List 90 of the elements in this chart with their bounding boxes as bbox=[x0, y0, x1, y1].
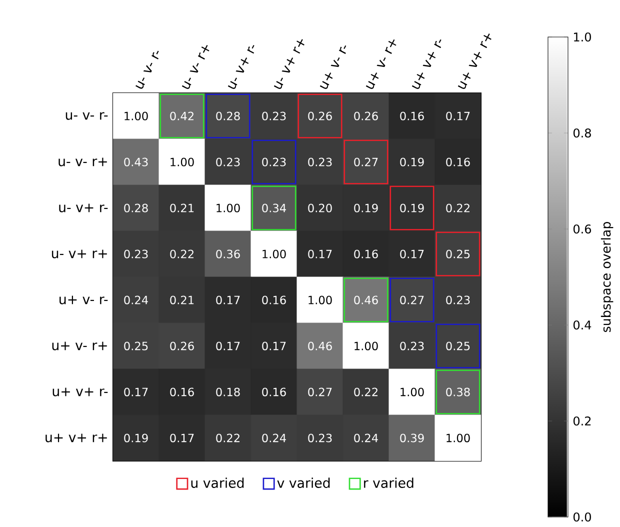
data-label: 0.38 bbox=[446, 388, 470, 396]
data-label: 0.23 bbox=[446, 296, 470, 304]
data-label: 0.20 bbox=[308, 204, 332, 212]
data-label: 0.24 bbox=[124, 296, 148, 304]
data-label: 0.16 bbox=[446, 158, 470, 166]
data-label: 0.17 bbox=[446, 112, 470, 120]
data-label: 0.25 bbox=[124, 342, 148, 350]
data-label: 0.25 bbox=[446, 250, 470, 258]
data-label: 0.18 bbox=[216, 388, 240, 396]
data-label: 0.16 bbox=[400, 112, 424, 120]
x-tick-label: u+ v+ r- bbox=[412, 39, 442, 89]
data-label: 0.23 bbox=[262, 158, 286, 166]
data-label: 0.17 bbox=[216, 296, 240, 304]
y-tick-label: u+ v- r- bbox=[60, 296, 108, 304]
data-label: 1.00 bbox=[262, 250, 286, 258]
data-label: 0.23 bbox=[308, 434, 332, 442]
data-label: 0.22 bbox=[216, 434, 240, 442]
data-label: 1.00 bbox=[308, 296, 332, 304]
color-bar-label: 0.6 bbox=[573, 224, 592, 234]
data-label: 0.24 bbox=[354, 434, 378, 442]
data-label: 0.26 bbox=[308, 112, 332, 120]
data-label: 0.19 bbox=[400, 204, 424, 212]
x-tick-label: u+ v- r+ bbox=[366, 39, 396, 89]
data-label: 0.19 bbox=[354, 204, 378, 212]
data-label: 0.27 bbox=[354, 158, 378, 166]
x-tick-label: u- v- r+ bbox=[182, 45, 210, 89]
data-label: 1.00 bbox=[124, 112, 148, 120]
data-label: 0.42 bbox=[170, 112, 194, 120]
y-tick-label: u- v+ r+ bbox=[52, 250, 107, 258]
data-label: 1.00 bbox=[446, 434, 470, 442]
x-tick-label: u+ v- r- bbox=[320, 45, 346, 89]
data-label: 0.27 bbox=[308, 388, 332, 396]
data-label: 0.39 bbox=[400, 434, 424, 442]
x-tick-label: u+ v+ r+ bbox=[458, 33, 492, 89]
data-label: 1.00 bbox=[400, 388, 424, 396]
color-bar-label: 1.0 bbox=[574, 32, 591, 42]
data-label: 0.23 bbox=[216, 158, 240, 166]
data-label: 0.23 bbox=[124, 250, 148, 258]
data-label: 0.17 bbox=[216, 342, 240, 350]
data-label: 0.22 bbox=[354, 388, 378, 396]
legend-label: v varied bbox=[277, 478, 330, 488]
data-label: 0.17 bbox=[170, 434, 194, 442]
data-label: 0.23 bbox=[400, 342, 424, 350]
data-label: 0.17 bbox=[262, 342, 286, 350]
data-label: 0.16 bbox=[170, 388, 194, 396]
data-label: 0.16 bbox=[262, 388, 286, 396]
data-label: 0.17 bbox=[400, 250, 424, 258]
data-label: 1.00 bbox=[170, 158, 194, 166]
y-tick-label: u- v+ r- bbox=[59, 204, 108, 212]
data-label: 0.16 bbox=[354, 250, 378, 258]
data-label: 1.00 bbox=[216, 204, 240, 212]
y-tick-label: u+ v- r+ bbox=[52, 342, 107, 350]
data-label: 0.28 bbox=[216, 112, 240, 120]
y-tick-label: u- v- r+ bbox=[58, 158, 107, 166]
x-tick-label: u- v+ r- bbox=[228, 45, 254, 89]
color-bar-label: 0.0 bbox=[573, 512, 591, 522]
data-label: 0.19 bbox=[124, 434, 148, 442]
color-bar-title: subspace overlap bbox=[600, 222, 614, 332]
data-label: 0.34 bbox=[262, 204, 286, 212]
color-bar-label: 0.2 bbox=[573, 416, 591, 426]
color-bar-label: 0.8 bbox=[573, 128, 591, 138]
x-tick-label: u- v+ r+ bbox=[274, 39, 304, 89]
data-label: 0.24 bbox=[262, 434, 286, 442]
data-label: 1.00 bbox=[354, 342, 378, 350]
data-label: 0.16 bbox=[262, 296, 286, 304]
data-label: 0.27 bbox=[400, 296, 424, 304]
legend-label: u varied bbox=[191, 478, 244, 488]
data-label: 0.19 bbox=[400, 158, 424, 166]
data-label: 0.17 bbox=[124, 388, 148, 396]
color-bar-label: 0.4 bbox=[573, 320, 592, 330]
y-tick-label: u+ v+ r- bbox=[52, 388, 108, 396]
data-label: 0.23 bbox=[308, 158, 332, 166]
x-tick-label: u- v- r- bbox=[136, 50, 159, 89]
data-label: 0.43 bbox=[124, 158, 148, 166]
y-tick-label: u+ v+ r+ bbox=[46, 434, 107, 442]
data-label: 0.46 bbox=[308, 342, 332, 350]
data-label: 0.21 bbox=[170, 204, 194, 212]
data-label: 0.21 bbox=[170, 296, 194, 304]
data-label: 0.26 bbox=[354, 112, 378, 120]
data-label: 0.36 bbox=[216, 250, 240, 258]
y-tick-label: u- v- r- bbox=[66, 112, 108, 120]
data-label: 0.23 bbox=[262, 112, 286, 120]
data-label: 0.46 bbox=[354, 296, 378, 304]
legend-label: r varied bbox=[364, 478, 414, 488]
data-label: 0.17 bbox=[308, 250, 332, 258]
data-label: 0.22 bbox=[170, 250, 194, 258]
data-label: 0.22 bbox=[446, 204, 470, 212]
data-label: 0.25 bbox=[446, 342, 470, 350]
data-label: 0.28 bbox=[124, 204, 148, 212]
data-label: 0.26 bbox=[170, 342, 194, 350]
